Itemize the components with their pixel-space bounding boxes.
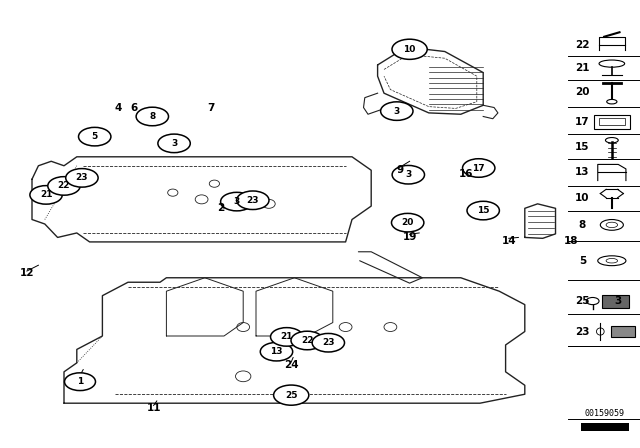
Ellipse shape	[291, 331, 323, 350]
Text: 10: 10	[403, 45, 416, 54]
Text: 12: 12	[20, 268, 34, 278]
Text: 2: 2	[217, 203, 225, 213]
Text: 4: 4	[115, 103, 122, 112]
Ellipse shape	[392, 165, 424, 184]
Ellipse shape	[381, 102, 413, 121]
Text: 7: 7	[207, 103, 215, 112]
Ellipse shape	[392, 39, 428, 59]
Text: 3: 3	[405, 170, 412, 179]
Ellipse shape	[607, 99, 617, 104]
Ellipse shape	[65, 373, 95, 391]
Ellipse shape	[30, 185, 62, 204]
Ellipse shape	[79, 127, 111, 146]
Text: 23: 23	[322, 338, 335, 347]
Text: 3: 3	[234, 197, 240, 206]
Ellipse shape	[136, 107, 168, 126]
Ellipse shape	[271, 327, 303, 346]
Text: 21: 21	[280, 332, 293, 341]
Text: 24: 24	[284, 360, 298, 370]
Ellipse shape	[237, 191, 269, 210]
Text: 25: 25	[285, 391, 298, 400]
Text: 21: 21	[575, 63, 589, 73]
Text: 9: 9	[396, 165, 404, 175]
Text: 25: 25	[575, 296, 589, 306]
Text: 13: 13	[270, 347, 283, 356]
Text: 8: 8	[579, 220, 586, 230]
Text: 5: 5	[92, 132, 98, 141]
Text: 00159059: 00159059	[584, 409, 624, 418]
Text: 20: 20	[401, 218, 414, 227]
Text: 14: 14	[502, 236, 516, 246]
Ellipse shape	[66, 168, 98, 187]
Text: 22: 22	[58, 181, 70, 190]
Ellipse shape	[392, 213, 424, 232]
Text: 15: 15	[477, 206, 490, 215]
Text: 3: 3	[614, 296, 622, 306]
Text: 19: 19	[403, 233, 417, 242]
Text: 20: 20	[575, 87, 589, 97]
FancyBboxPatch shape	[611, 326, 635, 337]
Text: 22: 22	[301, 336, 314, 345]
Text: 15: 15	[575, 142, 589, 152]
Text: 3: 3	[171, 139, 177, 148]
Text: 18: 18	[564, 236, 578, 246]
Ellipse shape	[463, 159, 495, 177]
Text: 23: 23	[246, 196, 259, 205]
Text: 23: 23	[575, 327, 589, 336]
Text: 23: 23	[76, 173, 88, 182]
FancyBboxPatch shape	[602, 295, 629, 308]
Text: 8: 8	[149, 112, 156, 121]
Ellipse shape	[312, 333, 344, 352]
Text: 22: 22	[575, 40, 589, 50]
Ellipse shape	[48, 177, 80, 195]
Ellipse shape	[158, 134, 190, 153]
FancyBboxPatch shape	[581, 423, 629, 431]
Text: 17: 17	[472, 164, 485, 172]
Text: 11: 11	[147, 403, 161, 413]
Text: 10: 10	[575, 193, 589, 203]
Text: 21: 21	[40, 190, 52, 199]
Text: 13: 13	[575, 168, 589, 177]
Ellipse shape	[221, 192, 253, 211]
Text: 1: 1	[77, 377, 83, 386]
Ellipse shape	[260, 342, 292, 361]
Text: 16: 16	[459, 169, 473, 179]
Text: 17: 17	[575, 117, 589, 127]
Text: 3: 3	[394, 107, 400, 116]
Ellipse shape	[274, 385, 309, 405]
Text: 5: 5	[579, 256, 586, 266]
Ellipse shape	[467, 201, 499, 220]
Text: 6: 6	[131, 103, 138, 112]
